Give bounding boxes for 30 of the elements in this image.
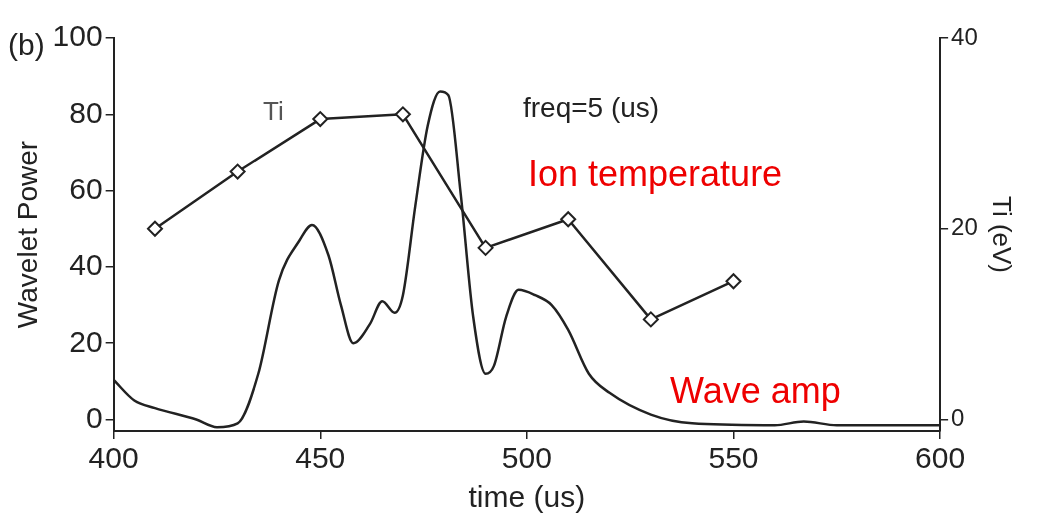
y2-tick-label: 20	[951, 213, 978, 241]
y-axis-title: Wavelet Power	[11, 140, 43, 329]
point	[394, 106, 411, 123]
y-tick-label: 20	[69, 324, 103, 358]
point	[560, 211, 577, 228]
point	[312, 111, 329, 128]
x-tick-label: 450	[295, 441, 346, 475]
annotation: freq=5 (us)	[523, 92, 660, 124]
annotation: Ti	[263, 96, 284, 127]
x-tick-label: 500	[501, 441, 552, 475]
x-tick-label: 400	[88, 441, 139, 475]
y2-tick-label: 40	[951, 22, 978, 50]
point	[725, 273, 742, 290]
point	[642, 311, 659, 328]
y2-tick-label: 0	[951, 404, 965, 432]
x-tick-label: 550	[708, 441, 759, 475]
y-tick-label: 60	[69, 171, 103, 205]
text: (b)	[8, 28, 45, 62]
annotation: Wave amp	[670, 370, 841, 412]
y2-axis-title: Ti (eV)	[987, 195, 1018, 274]
x-tick-label: 600	[915, 441, 966, 475]
point	[477, 239, 494, 256]
point	[229, 163, 246, 180]
annotation: Ion temperature	[528, 153, 783, 195]
y-tick-label: 0	[85, 400, 103, 434]
point	[146, 220, 163, 237]
y-tick-label: 80	[69, 95, 103, 129]
x-axis-title: time (us)	[468, 480, 586, 514]
y-tick-label: 100	[52, 19, 103, 53]
y-tick-label: 40	[69, 248, 103, 282]
